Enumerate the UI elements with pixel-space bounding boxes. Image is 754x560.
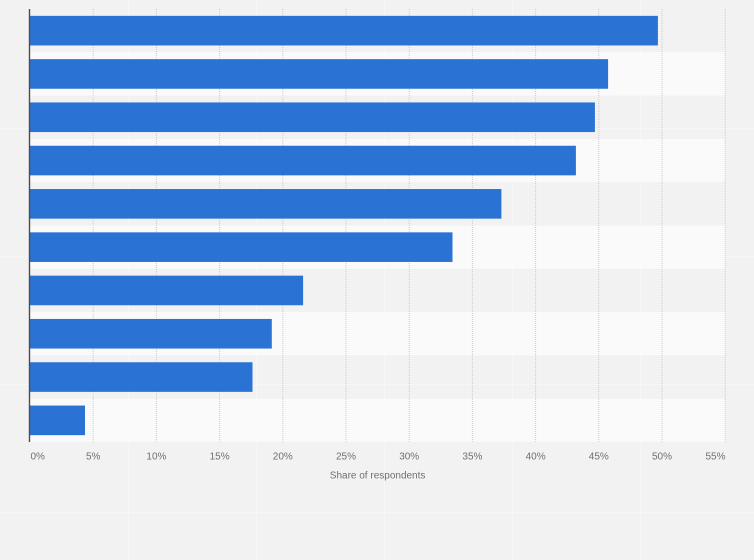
svg-text:55%: 55% [705,452,725,463]
svg-text:Share of respondents: Share of respondents [330,471,426,482]
svg-text:20%: 20% [273,452,293,463]
svg-text:45%: 45% [589,452,609,463]
svg-text:5%: 5% [86,452,101,463]
svg-text:35%: 35% [462,452,482,463]
svg-text:0%: 0% [31,452,46,463]
svg-text:50%: 50% [652,452,672,463]
svg-text:15%: 15% [210,452,230,463]
svg-text:40%: 40% [526,452,546,463]
svg-text:30%: 30% [399,452,419,463]
svg-text:10%: 10% [146,452,166,463]
svg-text:25%: 25% [336,452,356,463]
